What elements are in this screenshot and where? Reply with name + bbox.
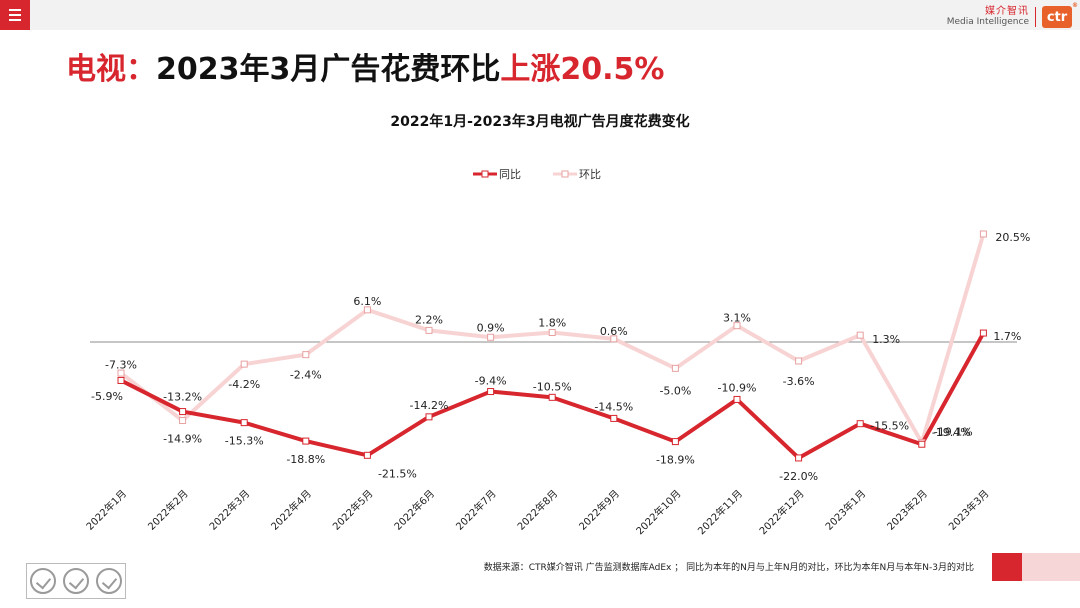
x-tick-label: 2022年4月 [268, 487, 314, 533]
mom-data-label: -5.9% [91, 390, 123, 403]
sgs-seal-icon [95, 568, 122, 594]
yoy-point [733, 395, 741, 403]
mom-point [671, 364, 679, 372]
mom-data-label: 1.8% [538, 317, 566, 330]
yoy-point [610, 414, 618, 422]
yoy-point [795, 454, 803, 462]
yoy-data-label: -14.5% [594, 400, 633, 413]
mom-point [179, 417, 187, 425]
brand-logo-block: 媒介智讯 Media Intelligence ctr [946, 2, 1078, 30]
yoy-data-label: -13.2% [163, 391, 202, 404]
x-tick-label: 2022年2月 [145, 487, 191, 533]
x-tick-label: 2022年1月 [83, 487, 129, 533]
yoy-data-label: -19.4% [932, 426, 971, 439]
ctr-logo-icon: ctr [1042, 2, 1078, 28]
brand-name-cn: 媒介智讯 [985, 6, 1029, 17]
mom-point [425, 326, 433, 334]
mom-data-label: -14.9% [163, 433, 202, 446]
x-tick-label: 2022年8月 [514, 487, 560, 533]
mom-point [610, 335, 618, 343]
brand-divider [1035, 7, 1036, 27]
yoy-data-label: -18.9% [656, 454, 695, 467]
x-tick-label: 2023年3月 [946, 487, 992, 533]
x-tick-label: 2022年6月 [391, 487, 437, 533]
yoy-point [240, 419, 248, 427]
yoy-point [548, 393, 556, 401]
mom-data-label: -5.0% [659, 384, 691, 397]
corner-accent-pink [1022, 553, 1080, 581]
mom-data-label: -19.1% [934, 426, 973, 439]
sgs-seal-icon [62, 568, 89, 594]
headline-change: 上涨20.5% [500, 52, 665, 87]
mom-point [856, 331, 864, 339]
mom-data-label: 3.1% [723, 312, 751, 325]
mom-point [795, 357, 803, 365]
mom-data-label: 6.1% [353, 295, 381, 308]
mom-point [548, 329, 556, 337]
data-source-note: 数据来源：CTR媒介智讯 广告监测数据库AdEx ； 同比为本年的N月与上年N月… [483, 563, 974, 573]
yoy-data-label: -7.3% [105, 358, 137, 371]
x-tick-label: 2022年3月 [206, 487, 252, 533]
yoy-data-label: -18.8% [286, 453, 325, 466]
yoy-data-label: -10.5% [533, 380, 572, 393]
yoy-point [302, 437, 310, 445]
x-tick-label: 2022年7月 [453, 487, 499, 533]
mom-data-label: 2.2% [415, 313, 443, 326]
certification-seals [26, 563, 126, 599]
x-tick-label: 2022年12月 [756, 487, 806, 537]
mom-data-label: -3.6% [783, 375, 815, 388]
x-tick-label: 2022年10月 [633, 487, 683, 537]
yoy-point [179, 408, 187, 416]
mom-data-label: 1.3% [872, 333, 900, 346]
yoy-data-label: -21.5% [378, 467, 417, 480]
yoy-point [425, 413, 433, 421]
yoy-point [918, 440, 926, 448]
top-bar [0, 0, 1080, 30]
mom-point [733, 322, 741, 330]
yoy-point [979, 329, 987, 337]
mom-point [487, 333, 495, 341]
sgs-seal-icon [30, 568, 57, 594]
headline-subject: 2023年3月广告花费环比 [156, 52, 501, 87]
mom-data-label: 0.9% [477, 321, 505, 334]
mom-data-label: 0.6% [600, 325, 628, 338]
series-mom-line [119, 233, 986, 445]
yoy-data-label: 1.7% [993, 330, 1021, 343]
menu-icon[interactable] [0, 0, 30, 30]
yoy-data-label: -15.3% [225, 435, 264, 448]
yoy-point [487, 388, 495, 396]
mom-data-label: 20.5% [995, 231, 1030, 244]
mom-data-label: -2.4% [290, 369, 322, 382]
yoy-data-label: -10.9% [718, 381, 757, 394]
mom-point [979, 230, 987, 238]
corner-accent-red [992, 553, 1022, 581]
x-tick-label: 2023年2月 [884, 487, 930, 533]
mom-point [302, 351, 310, 359]
yoy-data-label: -22.0% [779, 470, 818, 483]
x-tick-label: 2022年11月 [695, 487, 745, 537]
x-tick-label: 2023年1月 [822, 487, 868, 533]
yoy-data-label: -9.4% [475, 375, 507, 388]
yoy-data-label: -14.2% [410, 399, 449, 412]
chart-title: 2022年1月-2023年3月电视广告月度花费变化 [390, 114, 690, 130]
mom-point [363, 306, 371, 314]
yoy-point [856, 420, 864, 428]
mom-point [117, 369, 125, 377]
mom-point [240, 360, 248, 368]
legend-yoy-label: 同比 [499, 168, 521, 181]
brand-name-en: Media Intelligence [946, 17, 1029, 27]
legend-yoy-marker [481, 170, 489, 178]
page-headline: 电视：2023年3月广告花费环比上涨20.5% [66, 44, 664, 88]
yoy-data-label: -15.5% [870, 420, 909, 433]
x-tick-label: 2022年5月 [330, 487, 376, 533]
legend-mom-marker [561, 170, 569, 178]
x-tick-label: 2022年9月 [576, 487, 622, 533]
yoy-point [363, 451, 371, 459]
yoy-point [671, 438, 679, 446]
headline-medium: 电视： [66, 52, 156, 87]
legend-mom-label: 环比 [579, 168, 601, 181]
yoy-point [117, 376, 125, 384]
mom-data-label: -4.2% [228, 378, 260, 391]
